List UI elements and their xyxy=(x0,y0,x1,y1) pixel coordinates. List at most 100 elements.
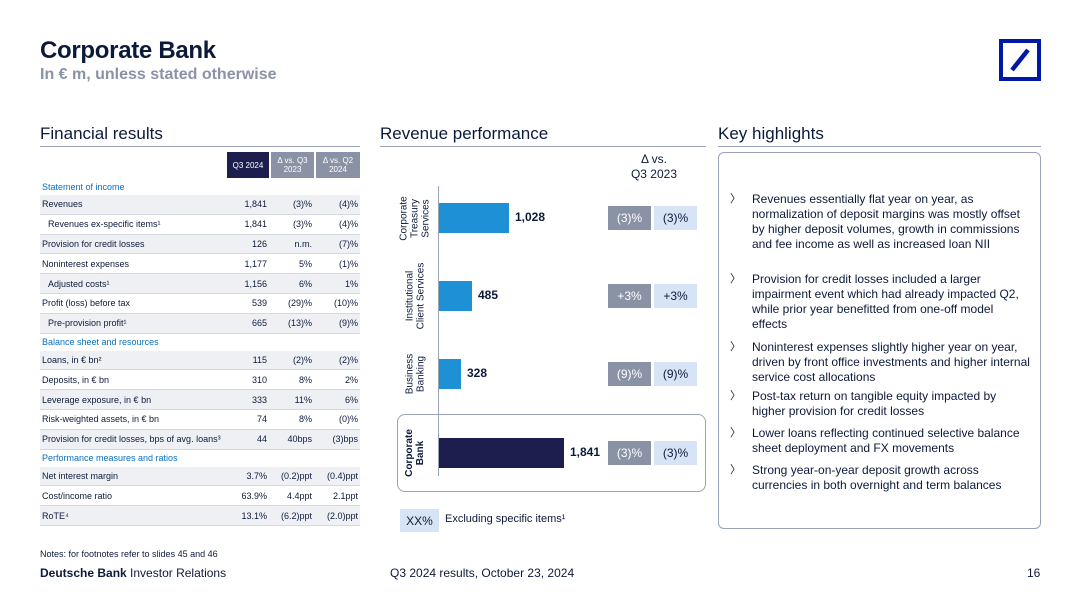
revenue-divider xyxy=(380,146,706,147)
row-label: Cost/income ratio xyxy=(42,490,113,501)
row-value: 1,841 xyxy=(244,219,267,230)
category-label-line: Treasury xyxy=(409,198,421,238)
row-value: 63.9% xyxy=(241,490,267,501)
category-label-line: Client Services xyxy=(415,262,427,330)
row-value: 333 xyxy=(251,394,267,405)
highlight-item: 〉 Strong year-on-year deposit growth acro… xyxy=(730,463,1030,493)
row-label: Loans, in € bn² xyxy=(42,354,102,365)
row-value: 4.4ppt xyxy=(286,490,312,501)
row-label: Net interest margin xyxy=(42,470,119,481)
page-title: Corporate Bank xyxy=(40,37,216,64)
footer-date: Q3 2024 results, October 23, 2024 xyxy=(390,566,575,580)
footer-brand-rest: Investor Relations xyxy=(130,566,227,580)
page-number: 16 xyxy=(1027,566,1041,580)
table-row: Loans, in € bn² 115 (2)% (2)% xyxy=(40,350,360,371)
financial-results-title: Financial results xyxy=(40,124,163,143)
row-value: 74 xyxy=(256,414,267,425)
table-row: Deposits, in € bn 310 8% 2% xyxy=(40,370,360,391)
category-label: Corporate Treasury Services xyxy=(399,180,432,256)
row-value: 2% xyxy=(344,374,358,385)
delta-pill-ex-specific: +3% xyxy=(654,284,697,308)
delta-pill-ex-specific: (3)% xyxy=(654,206,697,230)
bar-value-label: 1,028 xyxy=(515,210,546,224)
row-label: Provision for credit losses, bps of avg.… xyxy=(42,434,221,445)
row-label: Deposits, in € bn xyxy=(42,374,110,385)
table-section-title: Statement of income xyxy=(42,181,125,192)
delta-header: Δ vs. Q3 2023 xyxy=(608,152,700,182)
bar-value-label: 485 xyxy=(478,288,499,302)
highlight-text: Strong year-on-year deposit growth acros… xyxy=(752,463,1002,492)
table-section-title: Performance measures and ratios xyxy=(42,453,178,464)
row-label: Noninterest expenses xyxy=(42,258,130,269)
table-row: Net interest margin 3.7% (0.2)ppt (0.4)ppt xyxy=(40,466,360,487)
row-value: (7)% xyxy=(338,238,358,249)
table-header: Q3 2024 Δ vs. Q3 2023 Δ vs. Q2 2024 xyxy=(40,152,360,178)
footnote: Notes: for footnotes refer to slides 45 … xyxy=(40,549,218,559)
row-value: 310 xyxy=(251,374,267,385)
bar-0 xyxy=(439,203,509,233)
table-body: Statement of income Revenues 1,841 (3)% (4)%… xyxy=(40,178,360,526)
table-row: Provision for credit losses, bps of avg.… xyxy=(40,429,360,450)
row-value: (10)% xyxy=(333,298,358,309)
table-row: Noninterest expenses 1,177 5% (1)% xyxy=(40,254,360,275)
row-label: RoTE⁴ xyxy=(42,510,69,521)
chevron-right-icon: 〉 xyxy=(730,464,741,476)
row-value: (29)% xyxy=(287,298,312,309)
row-value: (2)% xyxy=(338,354,358,365)
row-value: (3)% xyxy=(292,199,312,210)
row-value: 2.1ppt xyxy=(332,490,358,501)
row-value: (0.4)ppt xyxy=(326,470,358,481)
corporate-bank-highlight-box xyxy=(397,414,706,492)
category-label: Institutional Client Services xyxy=(404,258,427,334)
row-value: (4)% xyxy=(338,199,358,210)
revenue-performance-title: Revenue performance xyxy=(380,124,549,143)
highlight-text: Lower loans reflecting continued selecti… xyxy=(752,426,1020,455)
highlight-item: 〉 Noninterest expenses slightly higher ye… xyxy=(730,340,1030,385)
row-value: 126 xyxy=(251,238,267,249)
chart-axis xyxy=(438,186,439,476)
delta-pill-ex-specific: (9)% xyxy=(654,362,697,386)
row-value: (6.2)ppt xyxy=(280,510,312,521)
financial-divider xyxy=(40,146,360,147)
row-value: (4)% xyxy=(338,219,358,230)
table-row: Revenues 1,841 (3)% (4)% xyxy=(40,195,360,215)
delta-header-line1: Δ vs. xyxy=(640,152,668,166)
table-row: Cost/income ratio 63.9% 4.4ppt 2.1ppt xyxy=(40,486,360,507)
row-value: (0.2)ppt xyxy=(280,470,312,481)
table-row: Revenues ex-specific items¹ 1,841 (3)% (4)% xyxy=(40,215,360,235)
table-row: Adjusted costs¹ 1,156 6% 1% xyxy=(40,274,360,294)
row-value: 1,156 xyxy=(244,278,267,289)
row-label: Pre-provision profit¹ xyxy=(48,318,127,329)
bar-value-label: 328 xyxy=(467,366,488,380)
highlight-item: 〉 Lower loans reflecting continued select… xyxy=(730,426,1030,456)
table-row: Provision for credit losses 126 n.m. (7)% xyxy=(40,234,360,255)
row-value: 44 xyxy=(256,434,267,445)
category-label: Business Banking xyxy=(404,336,427,412)
row-value: 1,841 xyxy=(244,199,267,210)
highlight-text: Post-tax return on tangible equity impac… xyxy=(752,389,997,418)
row-value: n.m. xyxy=(294,238,312,249)
table-row: RoTE⁴ 13.1% (6.2)ppt (2.0)ppt xyxy=(40,506,360,526)
row-label: Risk-weighted assets, in € bn xyxy=(42,414,160,425)
category-label-line: Institutional xyxy=(404,270,416,322)
chevron-right-icon: 〉 xyxy=(730,193,741,205)
table-row: Pre-provision profit¹ 665 (13)% (9)% xyxy=(40,313,360,334)
highlights-divider xyxy=(718,146,1041,147)
footer-brand: Deutsche Bank Investor Relations xyxy=(40,566,226,580)
deutsche-bank-logo-icon xyxy=(999,39,1041,81)
row-value: (3)% xyxy=(292,219,312,230)
category-label-line: Corporate xyxy=(404,429,416,477)
page-subtitle: In € m, unless stated otherwise xyxy=(40,66,277,83)
category-label-line: Services xyxy=(420,198,432,238)
row-value: (2.0)ppt xyxy=(326,510,358,521)
chevron-right-icon: 〉 xyxy=(730,341,741,353)
delta-pill-reported: +3% xyxy=(608,284,651,308)
row-value: 13.1% xyxy=(241,510,267,521)
category-label-line: Banking xyxy=(415,355,427,393)
table-row: Profit (loss) before tax 539 (29)% (10)% xyxy=(40,294,360,314)
category-label-line: Business xyxy=(404,353,416,395)
chevron-right-icon: 〉 xyxy=(730,273,741,285)
row-value: 5% xyxy=(298,258,312,269)
delta-pill-reported: (3)% xyxy=(608,206,651,230)
chevron-right-icon: 〉 xyxy=(730,390,741,402)
